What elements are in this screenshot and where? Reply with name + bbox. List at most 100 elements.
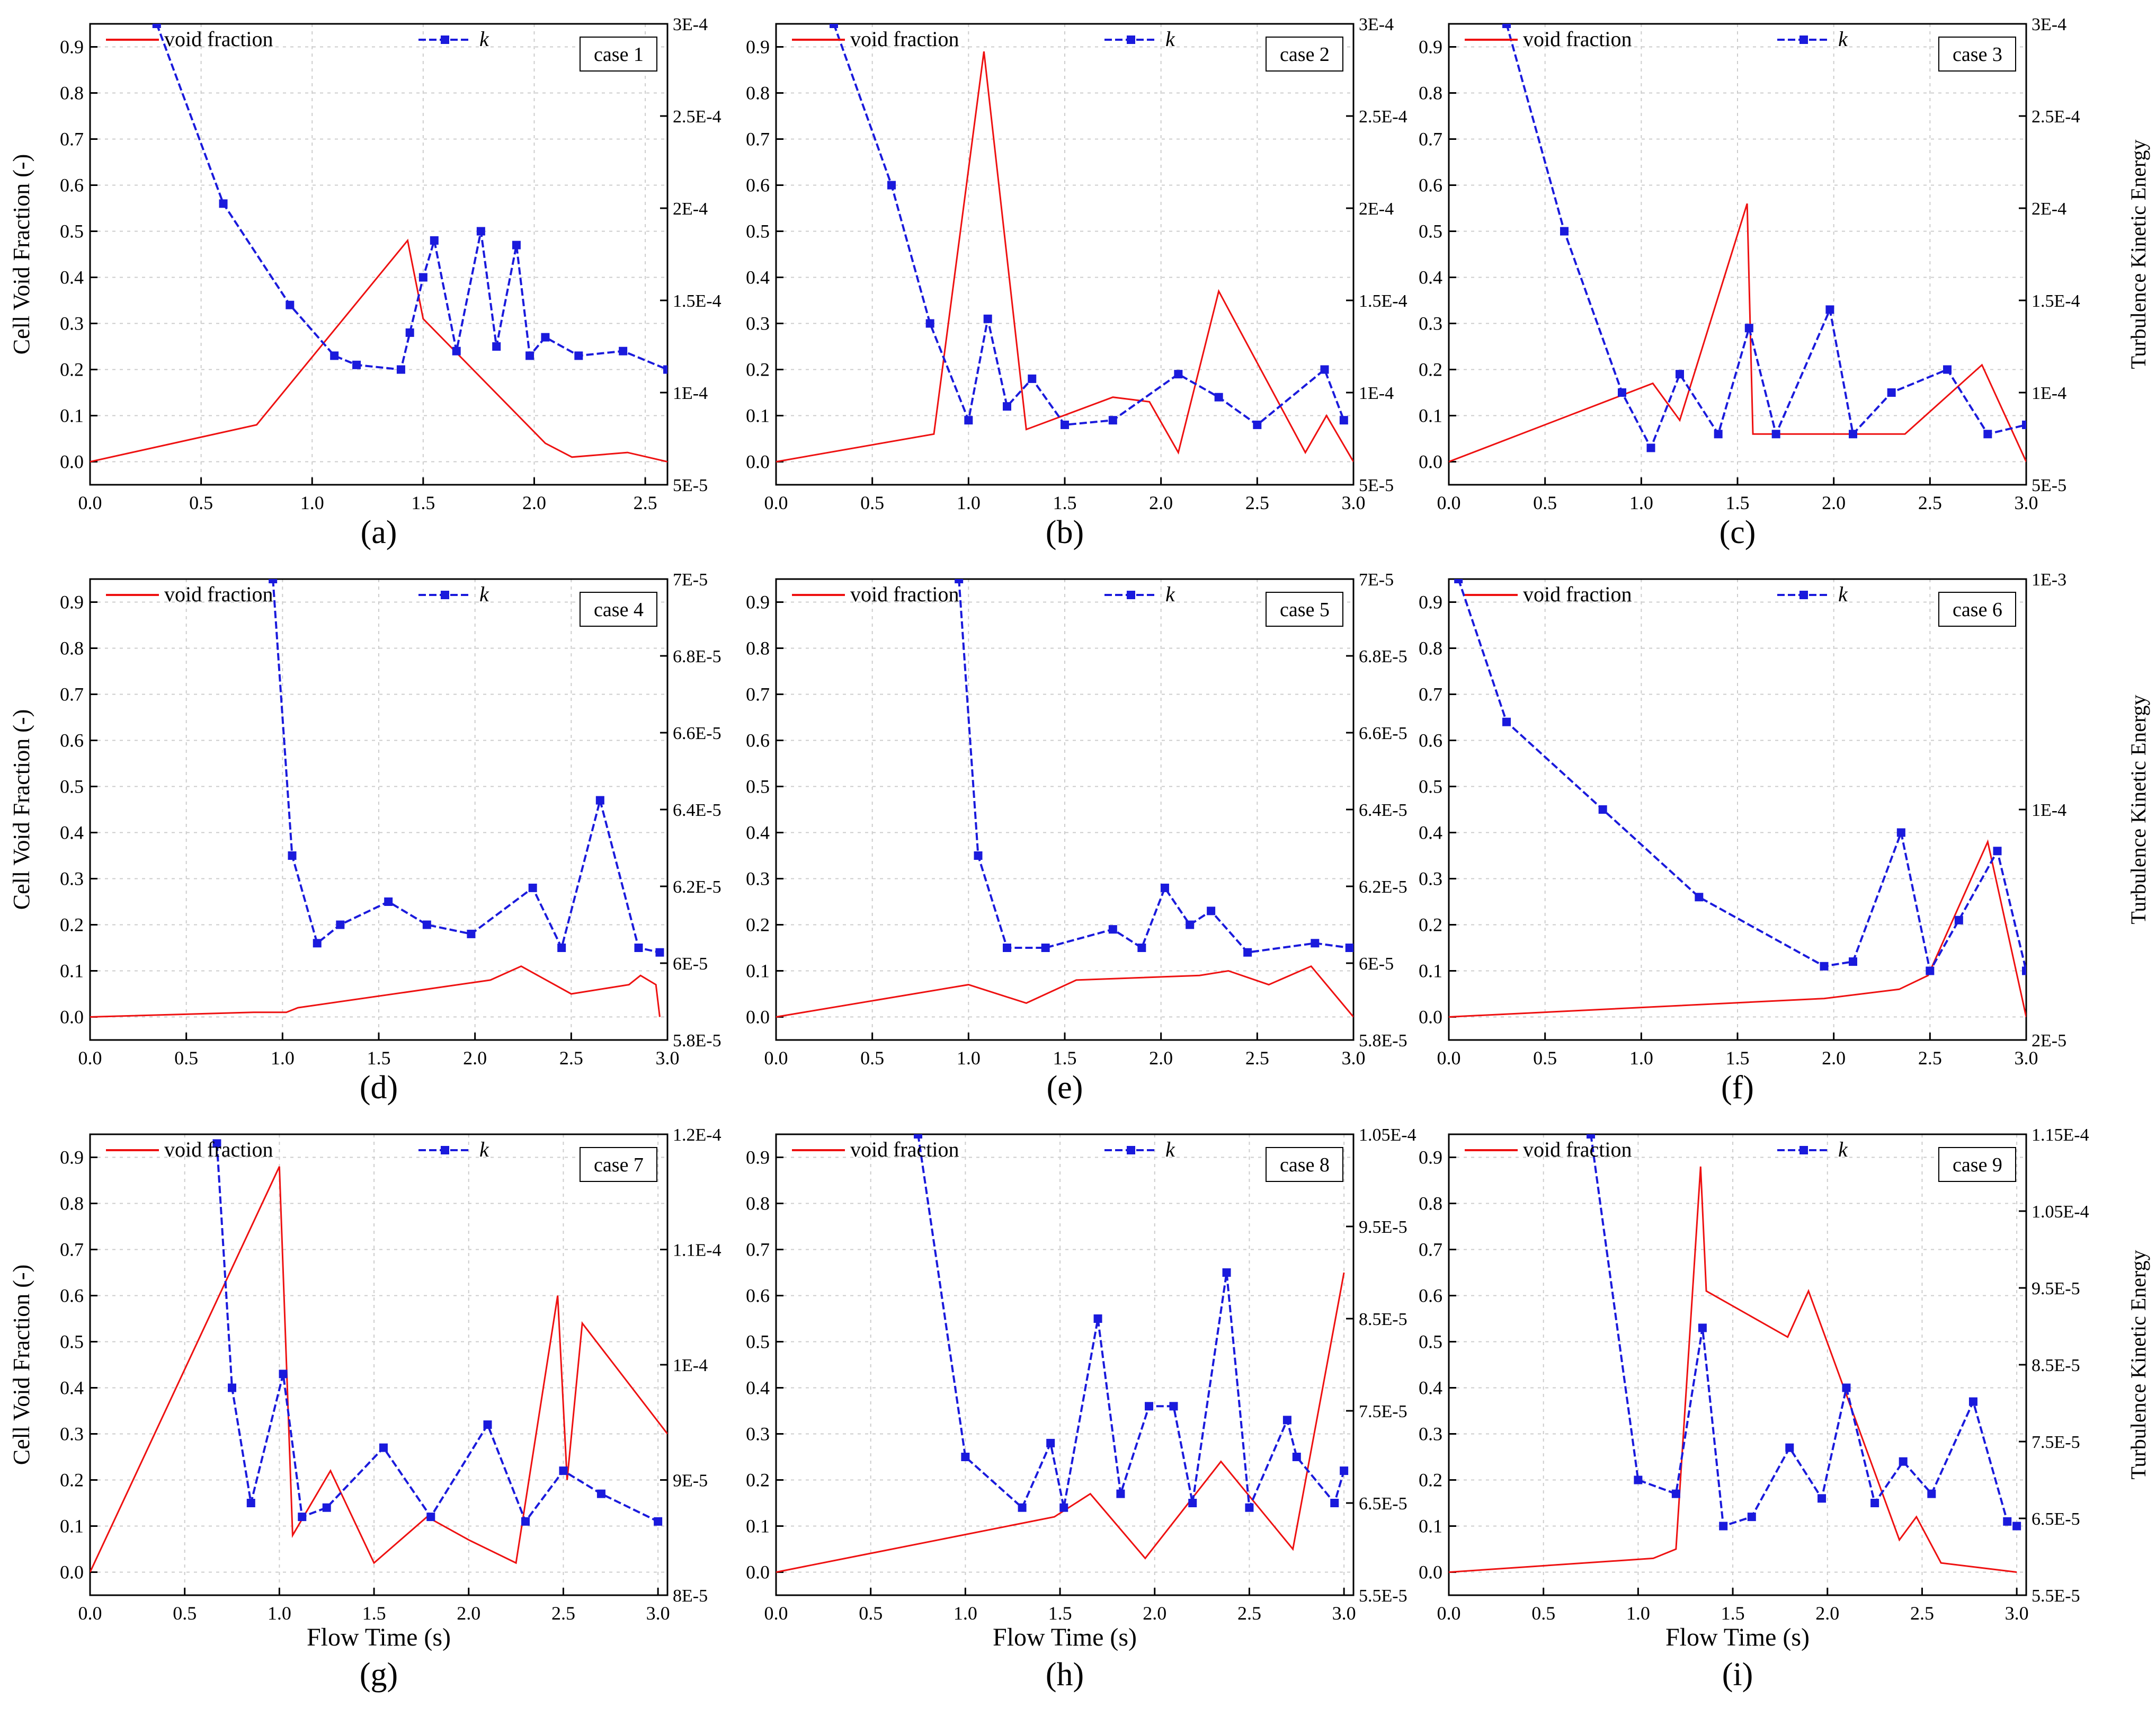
x-tick-label: 3.0 [656, 1047, 680, 1069]
x-tick-label: 2.5 [1237, 1603, 1261, 1624]
series-k-point [574, 351, 583, 360]
case-label-box [1938, 1147, 2016, 1182]
y-tick-label: 0.1 [60, 961, 84, 982]
case-label: case 2 [1280, 43, 1330, 66]
y2-tick-label: 1E-4 [673, 384, 708, 403]
y-tick-label: 0.8 [746, 638, 770, 659]
y2-axis-title: Turbulence Kinetic Energy [2126, 1250, 2150, 1479]
series-k-line [1457, 579, 2026, 974]
series-k-point [1311, 939, 1320, 948]
x-tick-label: 2.0 [1822, 492, 1846, 513]
x-tick-label: 1.0 [1629, 492, 1653, 513]
y2-tick-label: 6.5E-5 [1359, 1494, 1407, 1514]
y-tick-label: 0.9 [746, 37, 770, 58]
series-k-point [352, 360, 361, 369]
y-tick-label: 0.3 [1419, 313, 1442, 334]
series-k-point [887, 181, 896, 190]
series-k-point [1320, 365, 1329, 374]
y2-tick-label: 6E-5 [1359, 954, 1394, 974]
series-k-point [1093, 1314, 1102, 1323]
series-k-point [654, 1517, 663, 1526]
legend-void-label: void fraction [1523, 582, 1632, 606]
y-tick-label: 0.1 [1419, 405, 1442, 426]
panel-label: (a) [361, 514, 397, 550]
series-k-point [1818, 1494, 1827, 1503]
series-k-point [557, 944, 566, 952]
legend-void-label: void fraction [1523, 27, 1632, 51]
y2-tick-label: 6E-5 [673, 954, 708, 974]
series-void-line [1449, 203, 2026, 463]
y2-axis-title: Turbulence Kinetic Energy [2126, 139, 2150, 369]
series-k-point [528, 883, 537, 892]
y-tick-label: 0.3 [746, 868, 770, 890]
y2-tick-label: 6.4E-5 [1359, 801, 1407, 820]
y-tick-label: 0.5 [746, 1331, 770, 1353]
series-k-point [1174, 370, 1183, 379]
y2-tick-label: 2.5E-4 [2032, 107, 2080, 127]
y-tick-label: 0.5 [60, 776, 84, 797]
x-tick-label: 2.0 [1815, 1603, 1839, 1624]
panel-6: 0.0 0.5 1.0 1.5 2.0 2.5 3.0 0.0 0.1 0.2 0.3 0.4 0.5 0… [1419, 570, 2150, 1106]
series-k-point [152, 24, 161, 28]
plot-frame [775, 1133, 1355, 1596]
y-tick-label: 0.5 [1419, 776, 1442, 797]
series-k-point [1968, 1397, 1977, 1406]
series-k-point [559, 1466, 568, 1475]
panel-label: (g) [360, 1657, 398, 1693]
series-void-line [1449, 1166, 2017, 1573]
x-tick-label: 0.5 [860, 1047, 884, 1069]
series-k-point [1454, 579, 1463, 583]
y-tick-label: 0.1 [1419, 961, 1442, 982]
panel-5: 0.0 0.5 1.0 1.5 2.0 2.5 3.0 0.0 0.1 0.2 0.3 0.4 0.5 0… [746, 570, 1407, 1106]
y2-tick-label: 1E-4 [2032, 801, 2066, 820]
y-tick-label: 0.6 [746, 175, 770, 196]
series-k-point [1108, 925, 1117, 934]
y-tick-label: 0.5 [746, 776, 770, 797]
series-k-point [298, 1513, 307, 1522]
x-tick-label: 1.5 [1726, 492, 1750, 513]
y2-tick-label: 1E-4 [673, 1356, 708, 1375]
series-k-point [1214, 393, 1223, 402]
y2-tick-label: 2E-4 [1359, 199, 1394, 219]
panel-2: 0.0 0.5 1.0 1.5 2.0 2.5 3.0 0.0 0.1 0.2 0.3 0.4 0.5 0… [746, 15, 1407, 550]
x-tick-label: 0.5 [1533, 492, 1557, 513]
y-tick-label: 0.4 [60, 267, 84, 288]
y2-tick-label: 1E-4 [2032, 384, 2066, 403]
case-label-box [580, 592, 657, 627]
legend-k-label: k [1838, 582, 1848, 606]
y-tick-label: 0.6 [746, 1285, 770, 1306]
series-k-point [1849, 957, 1857, 966]
y-tick-label: 0.8 [60, 638, 84, 659]
y-tick-label: 0.6 [1419, 1285, 1442, 1306]
y2-tick-label: 5.5E-5 [2032, 1586, 2080, 1606]
series-k-point [1041, 944, 1050, 952]
x-tick-label: 1.5 [411, 492, 435, 513]
y-tick-label: 0.5 [1419, 221, 1442, 242]
y-tick-label: 0.7 [1419, 1239, 1442, 1260]
y2-tick-label: 8.5E-5 [1359, 1310, 1407, 1329]
series-k-point [541, 333, 550, 342]
y2-tick-label: 1.05E-4 [2032, 1202, 2089, 1222]
x-tick-label: 3.0 [2015, 1047, 2038, 1069]
case-label: case 5 [1280, 599, 1330, 621]
y-tick-label: 0.0 [60, 1007, 84, 1028]
x-tick-label: 0.0 [78, 1047, 102, 1069]
series-k-point [1634, 1475, 1643, 1484]
series-k-point [1340, 1466, 1349, 1475]
y2-tick-label: 5.5E-5 [1359, 1586, 1407, 1606]
x-tick-label: 0.5 [859, 1603, 883, 1624]
x-tick-label: 0.0 [1437, 492, 1461, 513]
series-k-point [396, 365, 405, 374]
y-tick-label: 0.7 [1419, 684, 1442, 705]
series-k-point [1169, 1402, 1178, 1411]
panel-label: (d) [360, 1070, 398, 1106]
y-tick-label: 0.0 [746, 1007, 770, 1028]
x-tick-label: 1.0 [957, 1047, 981, 1069]
series-k-point [336, 920, 345, 929]
series-k-point [1618, 388, 1626, 397]
y-tick-label: 0.6 [60, 730, 84, 751]
legend-k-label: k [1165, 582, 1175, 606]
x-tick-label: 0.0 [764, 1047, 788, 1069]
panel-3: 0.0 0.5 1.0 1.5 2.0 2.5 3.0 0.0 0.1 0.2 0.3 0.4 0.5 0… [1419, 15, 2150, 550]
